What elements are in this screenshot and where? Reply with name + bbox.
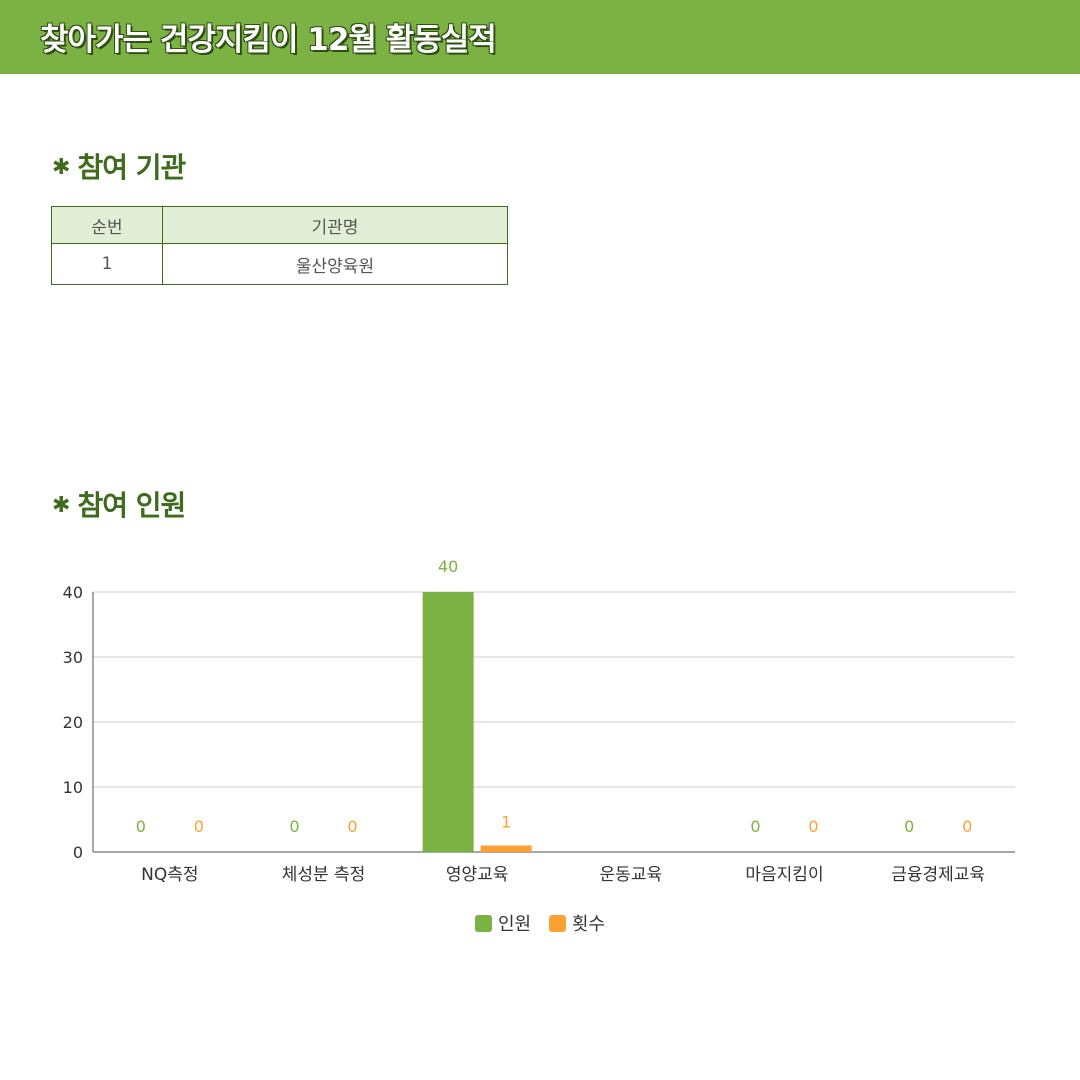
data-label: 1 — [501, 813, 511, 832]
data-label: 0 — [904, 817, 914, 836]
section-title-people-label: 참여 인원 — [77, 489, 186, 522]
bar-count — [480, 845, 532, 852]
table-cell-number: 1 — [51, 243, 163, 285]
y-tick-label: 40 — [63, 583, 83, 602]
legend-label-people: 인원 — [498, 914, 532, 935]
x-tick-label: 금융경제교육 — [891, 865, 985, 885]
legend-swatch-count — [548, 915, 566, 932]
page-title: 찾아가는 건강지킴이 12월 활동실적 — [40, 22, 497, 58]
data-label: 0 — [808, 817, 818, 836]
data-label: 0 — [962, 817, 972, 836]
x-tick-label: NQ측정 — [141, 865, 198, 885]
data-label: 0 — [136, 817, 146, 836]
x-tick-label: 운동교육 — [600, 865, 663, 885]
y-tick-label: 20 — [63, 713, 83, 732]
data-label: 0 — [289, 817, 299, 836]
org-table: 순번 기관명 1 울산양육원 — [51, 206, 508, 285]
legend-item-count[interactable]: 횟수 — [548, 910, 605, 936]
data-label: 40 — [438, 557, 458, 576]
table-header-number: 순번 — [51, 206, 163, 244]
section-title-org-label: 참여 기관 — [77, 151, 186, 184]
bar-chart: 0 10 20 30 40 NQ측정 0 0 체성분 측정 0 0 영양교육 40 1 운동교육 마음지킴이 0… — [63, 557, 1015, 885]
bar-people — [422, 592, 474, 852]
table-cell-org-name: 울산양육원 — [162, 243, 508, 285]
y-tick-label: 30 — [63, 648, 83, 667]
section-title-people: ✱ 참여 인원 — [52, 484, 186, 524]
legend-label-count: 횟수 — [571, 914, 605, 935]
x-tick-label: 마음지킴이 — [745, 865, 823, 885]
chart-legend: 인원 횟수 — [0, 910, 1080, 936]
data-label: 0 — [194, 817, 204, 836]
data-label: 0 — [347, 817, 357, 836]
data-label: 0 — [750, 817, 760, 836]
x-tick-label: 체성분 측정 — [282, 865, 366, 885]
header-bar: 찾아가는 건강지킴이 12월 활동실적 — [0, 0, 1080, 74]
legend-item-people[interactable]: 인원 — [475, 910, 531, 936]
table-header-org-name: 기관명 — [162, 206, 508, 244]
legend-swatch-people — [475, 915, 492, 932]
table-header-row: 순번 기관명 — [51, 206, 508, 244]
asterisk-icon: ✱ — [52, 493, 70, 518]
asterisk-icon: ✱ — [52, 155, 70, 180]
x-tick-label: 영양교육 — [446, 865, 509, 885]
y-tick-label: 0 — [73, 843, 83, 862]
section-title-org: ✱ 참여 기관 — [52, 146, 186, 186]
table-row: 1 울산양육원 — [51, 243, 508, 285]
y-tick-label: 10 — [63, 778, 83, 797]
